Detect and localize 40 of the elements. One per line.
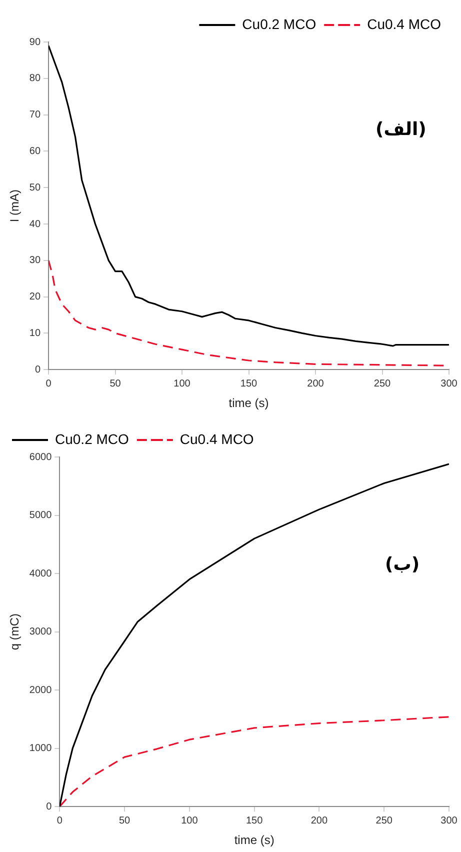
x-tick-label: 50 — [118, 815, 131, 826]
y-tick-label: 90 — [29, 36, 41, 48]
x-tick-label: 300 — [440, 815, 458, 826]
x-tick-label: 300 — [440, 378, 458, 390]
x-tick-label: 200 — [307, 378, 324, 390]
legend-label: Cu0.2 MCO — [55, 430, 130, 447]
y-tick-label: 4000 — [29, 568, 52, 580]
x-axis-title: time (s) — [234, 833, 274, 848]
x-tick-label: 250 — [374, 378, 392, 390]
y-tick-label: 0 — [34, 364, 41, 376]
legend-label: Cu0.4 MCO — [367, 16, 442, 32]
y-tick-label: 50 — [29, 182, 41, 194]
y-tick-label: 1000 — [29, 743, 52, 754]
y-tick-label: 10 — [29, 328, 41, 339]
y-tick-label: 3000 — [29, 626, 52, 638]
x-tick-label: 0 — [56, 815, 63, 826]
legend-label: Cu0.4 MCO — [180, 430, 254, 447]
y-tick-label: 5000 — [29, 510, 52, 522]
y-axis-title: I (mA) — [8, 189, 22, 222]
annotation: (ب) — [384, 554, 420, 576]
y-tick-label: 60 — [29, 146, 41, 157]
y-tick-label: 70 — [29, 110, 41, 121]
y-tick-label: 80 — [29, 73, 41, 84]
x-tick-label: 250 — [376, 815, 393, 826]
x-tick-label: 200 — [310, 815, 328, 826]
x-tick-label: 150 — [240, 378, 258, 390]
y-tick-label: 0 — [46, 801, 52, 812]
x-tick-label: 150 — [246, 815, 264, 826]
x-axis-title: time (s) — [228, 396, 269, 410]
y-tick-label: 20 — [29, 292, 41, 303]
x-tick-label: 50 — [110, 378, 122, 390]
y-tick-label: 30 — [29, 255, 41, 266]
y-axis-title: q (mC) — [8, 613, 22, 650]
legend-label: Cu0.2 MCO — [242, 16, 316, 32]
y-tick-label: 40 — [29, 218, 41, 230]
y-tick-label: 6000 — [29, 452, 52, 463]
y-tick-label: 2000 — [29, 684, 52, 696]
annotation: (الف) — [376, 119, 426, 140]
x-tick-label: 100 — [181, 815, 198, 826]
x-tick-label: 100 — [174, 378, 191, 390]
